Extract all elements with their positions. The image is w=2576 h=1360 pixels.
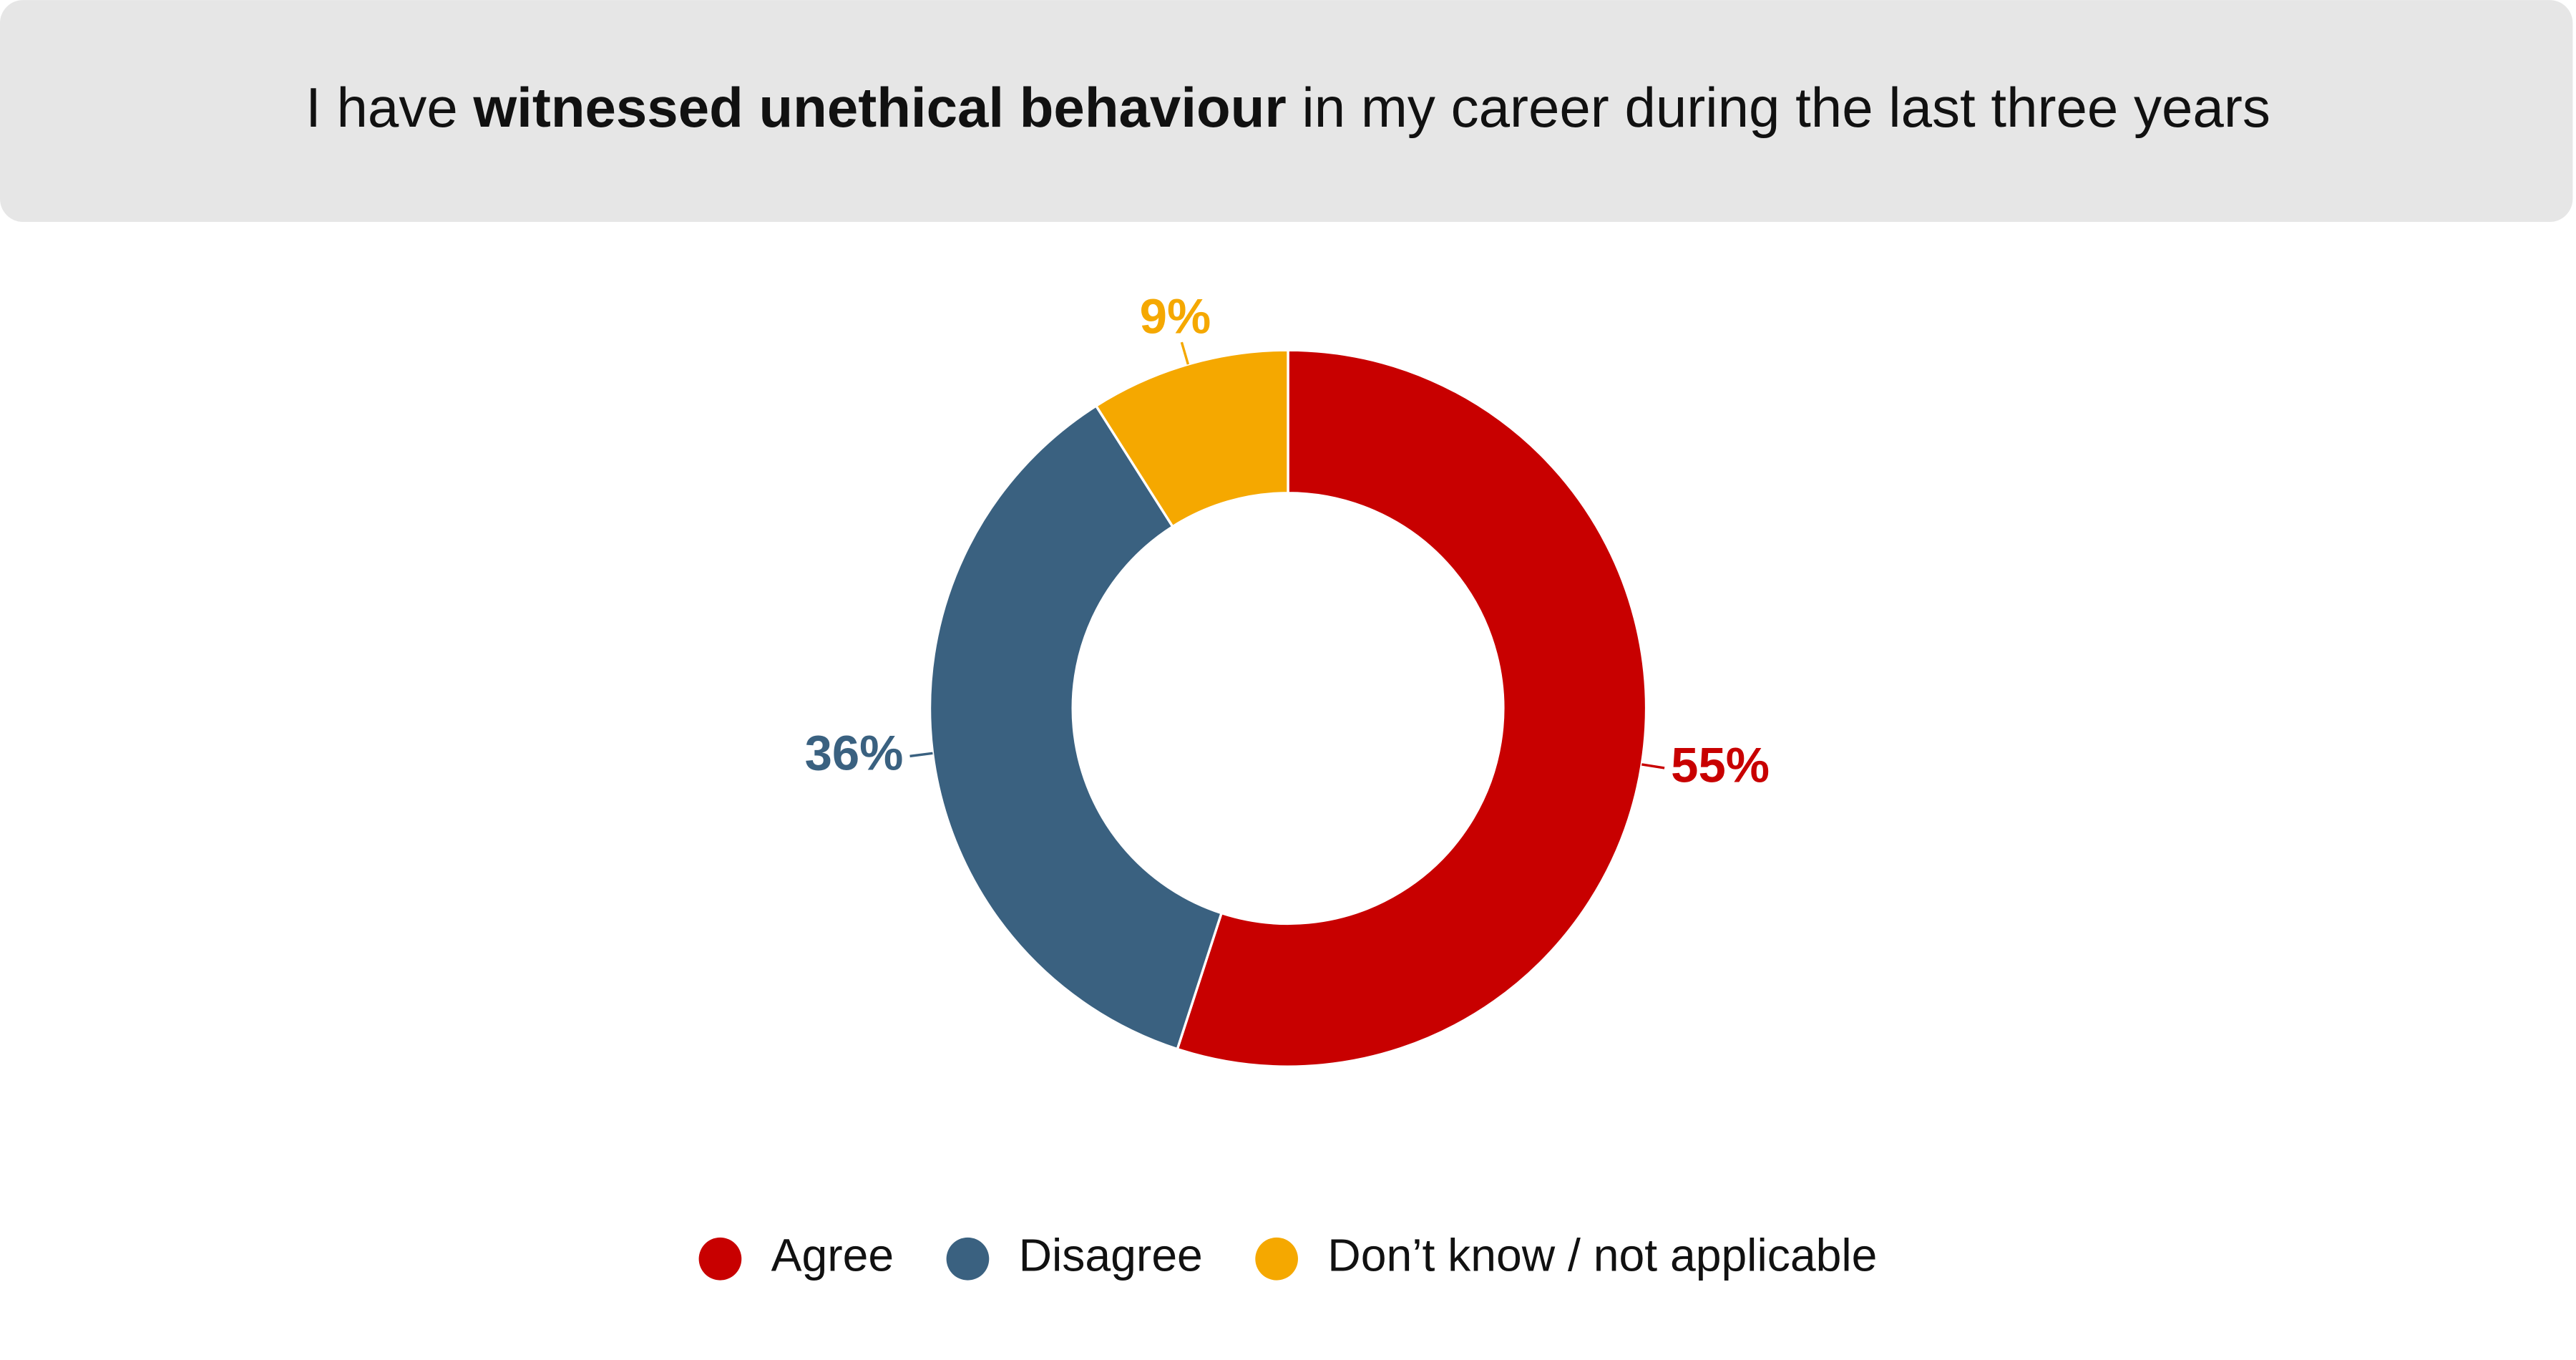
legend-item: Agree xyxy=(698,1230,894,1281)
leader-line xyxy=(1641,763,1665,769)
leader-line xyxy=(909,752,933,758)
donut-slice xyxy=(928,404,1224,1051)
legend-swatch xyxy=(698,1237,742,1281)
data-label: 55% xyxy=(1671,738,1770,793)
legend-swatch xyxy=(946,1237,990,1281)
legend-swatch xyxy=(1255,1237,1298,1281)
legend-label: Agree xyxy=(771,1230,894,1281)
title-part: I have xyxy=(306,76,473,139)
donut-slice xyxy=(1094,349,1289,529)
leader-line xyxy=(1180,341,1190,365)
title-part: witnessed unethical behaviour xyxy=(472,76,1286,139)
legend-item: Disagree xyxy=(946,1230,1203,1281)
data-label: 36% xyxy=(805,726,904,781)
legend-item: Don’t know / not applicable xyxy=(1255,1230,1877,1281)
data-label: 9% xyxy=(1140,288,1211,344)
title-banner xyxy=(0,0,2573,223)
title-part: in my career during the last three years xyxy=(1287,76,2270,139)
chart-title: I have witnessed unethical behaviour in … xyxy=(306,76,2270,139)
donut-slice xyxy=(1176,349,1648,1068)
legend-label: Don’t know / not applicable xyxy=(1327,1230,1877,1281)
legend-label: Disagree xyxy=(1019,1230,1203,1281)
